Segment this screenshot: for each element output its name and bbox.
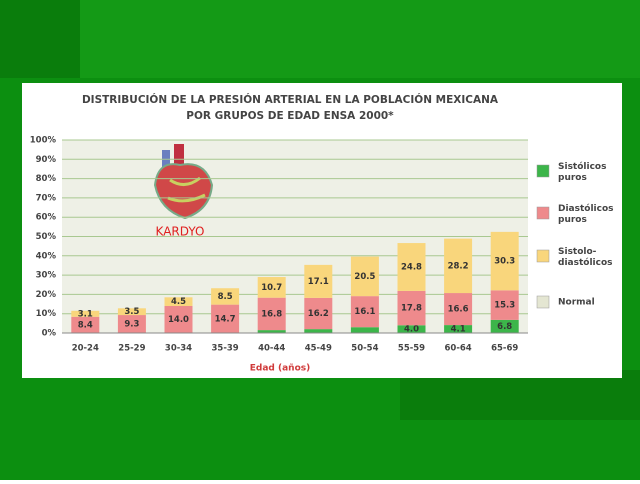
data-label: 30.3 xyxy=(494,257,515,267)
data-label: 24.8 xyxy=(401,262,422,272)
data-label: 4.1 xyxy=(451,325,466,335)
y-tick-label: 30% xyxy=(36,271,57,281)
data-label: 10.7 xyxy=(261,283,282,293)
data-label: 6.8 xyxy=(497,322,512,332)
data-label: 16.2 xyxy=(308,309,329,319)
legend-swatch xyxy=(536,164,550,178)
legend-label: Sistolo-diastólicos xyxy=(558,247,613,268)
legend-label: Normal xyxy=(558,298,595,308)
y-tick-label: 100% xyxy=(30,136,57,146)
annotation: KARDYO xyxy=(156,225,205,239)
x-tick-label: 30-34 xyxy=(165,344,192,354)
legend-swatch xyxy=(536,206,550,220)
data-label: 3.5 xyxy=(124,307,139,317)
bar-segment xyxy=(257,277,286,298)
bar-segment xyxy=(304,329,333,333)
y-tick-label: 60% xyxy=(36,213,57,223)
bar-segment xyxy=(211,288,240,305)
data-label: 14.0 xyxy=(168,315,189,325)
bar-segment xyxy=(444,238,473,294)
x-tick-label: 60-64 xyxy=(445,344,472,354)
bar-segment xyxy=(397,290,426,326)
x-axis-label: Edad (años) xyxy=(250,364,311,374)
chart-subtitle: POR GRUPOS DE EDAD ENSA 2000* xyxy=(186,110,394,122)
data-label: 16.6 xyxy=(448,305,469,315)
bar-segment xyxy=(71,316,100,333)
y-tick-label: 80% xyxy=(36,174,57,184)
data-label: 15.3 xyxy=(494,301,515,311)
bar-segment xyxy=(444,293,473,326)
data-label: 20.5 xyxy=(354,272,375,282)
bar-segment xyxy=(350,256,379,297)
y-tick-label: 20% xyxy=(36,290,57,300)
x-tick-label: 40-44 xyxy=(258,344,285,354)
bar-segment xyxy=(164,305,193,333)
data-label: 9.3 xyxy=(124,320,139,330)
y-tick-label: 50% xyxy=(36,232,57,242)
x-tick-label: 55-59 xyxy=(398,344,425,354)
x-tick-label: 50-54 xyxy=(351,344,378,354)
bar-segment xyxy=(350,327,379,333)
data-label: 16.1 xyxy=(354,307,375,317)
bar-segment xyxy=(490,290,519,320)
x-tick-label: 65-69 xyxy=(491,344,518,354)
data-label: 3.1 xyxy=(78,309,93,319)
bar-segment xyxy=(211,304,240,333)
legend-swatch xyxy=(536,295,550,309)
bar-segment xyxy=(490,319,519,333)
y-tick-label: 70% xyxy=(36,193,57,203)
bar-segment xyxy=(117,315,146,333)
y-tick-label: 0% xyxy=(42,329,57,339)
data-label: 8.5 xyxy=(218,292,233,302)
bar-segment xyxy=(350,296,379,328)
data-label: 14.7 xyxy=(215,314,236,324)
bar-segment xyxy=(444,325,473,333)
data-label: 17.1 xyxy=(308,277,329,287)
data-label: 4.0 xyxy=(404,325,419,335)
bar-segment xyxy=(164,297,193,306)
y-tick-label: 90% xyxy=(36,155,57,165)
chart-title: DISTRIBUCIÓN DE LA PRESIÓN ARTERIAL EN L… xyxy=(82,93,499,106)
bar-segment xyxy=(304,264,333,298)
legend-label: Diastólicos puros xyxy=(558,203,614,225)
bar-segment xyxy=(304,297,333,330)
legend-label: Sistólicos puros xyxy=(558,161,606,183)
bar-segment xyxy=(257,330,286,333)
legend-swatch xyxy=(536,249,550,263)
bar-segment xyxy=(397,325,426,333)
x-tick-label: 45-49 xyxy=(305,344,332,354)
x-tick-label: 35-39 xyxy=(212,344,239,354)
data-label: 4.5 xyxy=(171,297,186,307)
data-label: 16.8 xyxy=(261,309,282,319)
bar-segment xyxy=(117,308,146,316)
bar-segment xyxy=(490,231,519,291)
y-tick-label: 40% xyxy=(36,251,57,261)
data-label: 8.4 xyxy=(78,320,93,330)
bar-segment xyxy=(71,310,100,317)
bar-segment xyxy=(257,297,286,331)
bar-segment xyxy=(397,243,426,291)
x-tick-label: 25-29 xyxy=(118,344,145,354)
data-label: 28.2 xyxy=(448,261,469,271)
x-tick-label: 20-24 xyxy=(72,344,99,354)
band xyxy=(0,0,640,78)
y-tick-label: 10% xyxy=(36,309,57,319)
band xyxy=(400,370,640,420)
band xyxy=(0,0,80,78)
data-label: 17.8 xyxy=(401,304,422,314)
